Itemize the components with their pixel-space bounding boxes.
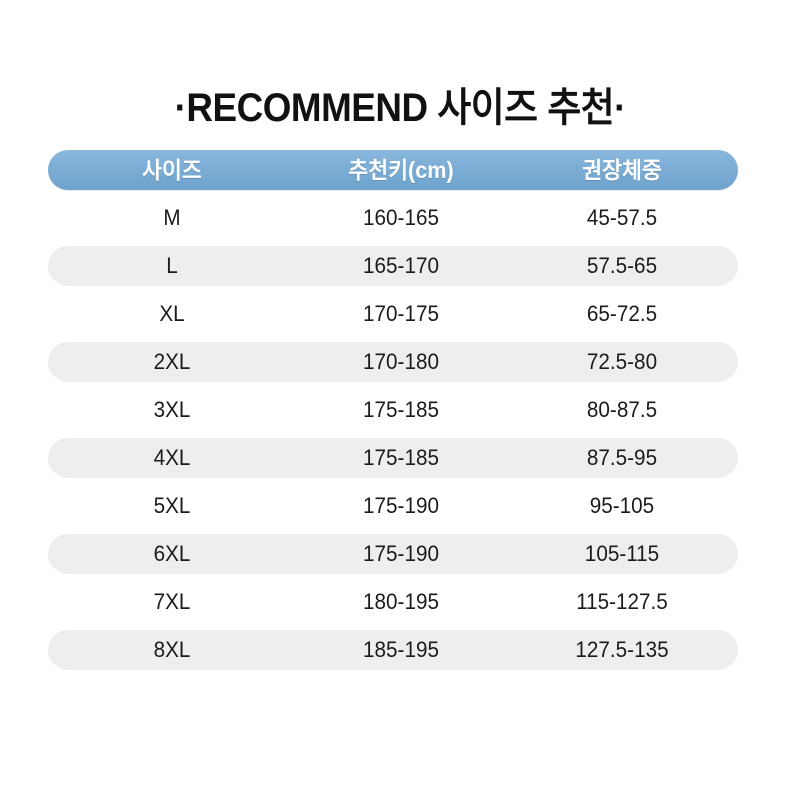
table-row: 7XL 180-195 115-127.5 (48, 582, 738, 622)
table-header-row: 사이즈 추천키(cm) 권장체중 (48, 150, 738, 190)
table-row: XL 170-175 65-72.5 (48, 294, 738, 334)
cell-weight: 65-72.5 (586, 301, 658, 326)
table-row: 3XL 175-185 80-87.5 (48, 390, 738, 430)
cell-size: 2XL (153, 349, 191, 374)
table-row: 4XL 175-185 87.5-95 (48, 438, 738, 478)
cell-size: 4XL (153, 445, 191, 470)
table-row: M 160-165 45-57.5 (48, 198, 738, 238)
cell-size: 7XL (153, 589, 191, 614)
cell-weight: 72.5-80 (586, 349, 658, 374)
column-header-height: 추천키(cm) (348, 156, 454, 183)
cell-height: 175-185 (363, 397, 439, 422)
cell-size: 3XL (153, 397, 191, 422)
page-title: ·RECOMMEND 사이즈 추천· (174, 86, 626, 130)
cell-height: 170-180 (363, 349, 439, 374)
table-row: 5XL 175-190 95-105 (48, 486, 738, 526)
column-header-size: 사이즈 (142, 156, 202, 183)
cell-weight: 57.5-65 (586, 253, 658, 278)
cell-height: 185-195 (363, 637, 439, 662)
page-title-container: ·RECOMMEND 사이즈 추천· (0, 80, 800, 136)
table-row: L 165-170 57.5-65 (48, 246, 738, 286)
size-chart-table: 사이즈 추천키(cm) 권장체중 M 160-165 45-57.5 L 165… (48, 150, 738, 670)
cell-weight: 95-105 (589, 493, 655, 518)
cell-height: 175-185 (363, 445, 439, 470)
cell-size: 5XL (153, 493, 191, 518)
cell-height: 175-190 (363, 541, 439, 566)
cell-height: 175-190 (363, 493, 439, 518)
cell-weight: 115-127.5 (576, 589, 668, 614)
cell-weight: 87.5-95 (586, 445, 658, 470)
cell-height: 170-175 (363, 301, 439, 326)
table-row: 2XL 170-180 72.5-80 (48, 342, 738, 382)
cell-weight: 80-87.5 (586, 397, 658, 422)
cell-height: 160-165 (363, 205, 439, 230)
cell-size: 6XL (153, 541, 191, 566)
cell-size: L (166, 253, 178, 278)
cell-size: XL (159, 301, 185, 326)
cell-height: 165-170 (363, 253, 439, 278)
cell-size: M (163, 205, 181, 230)
table-row: 8XL 185-195 127.5-135 (48, 630, 738, 670)
cell-weight: 45-57.5 (586, 205, 658, 230)
cell-size: 8XL (153, 637, 191, 662)
table-row: 6XL 175-190 105-115 (48, 534, 738, 574)
cell-height: 180-195 (363, 589, 439, 614)
cell-weight: 105-115 (584, 541, 660, 566)
cell-weight: 127.5-135 (575, 637, 669, 662)
column-header-weight: 권장체중 (582, 156, 662, 183)
